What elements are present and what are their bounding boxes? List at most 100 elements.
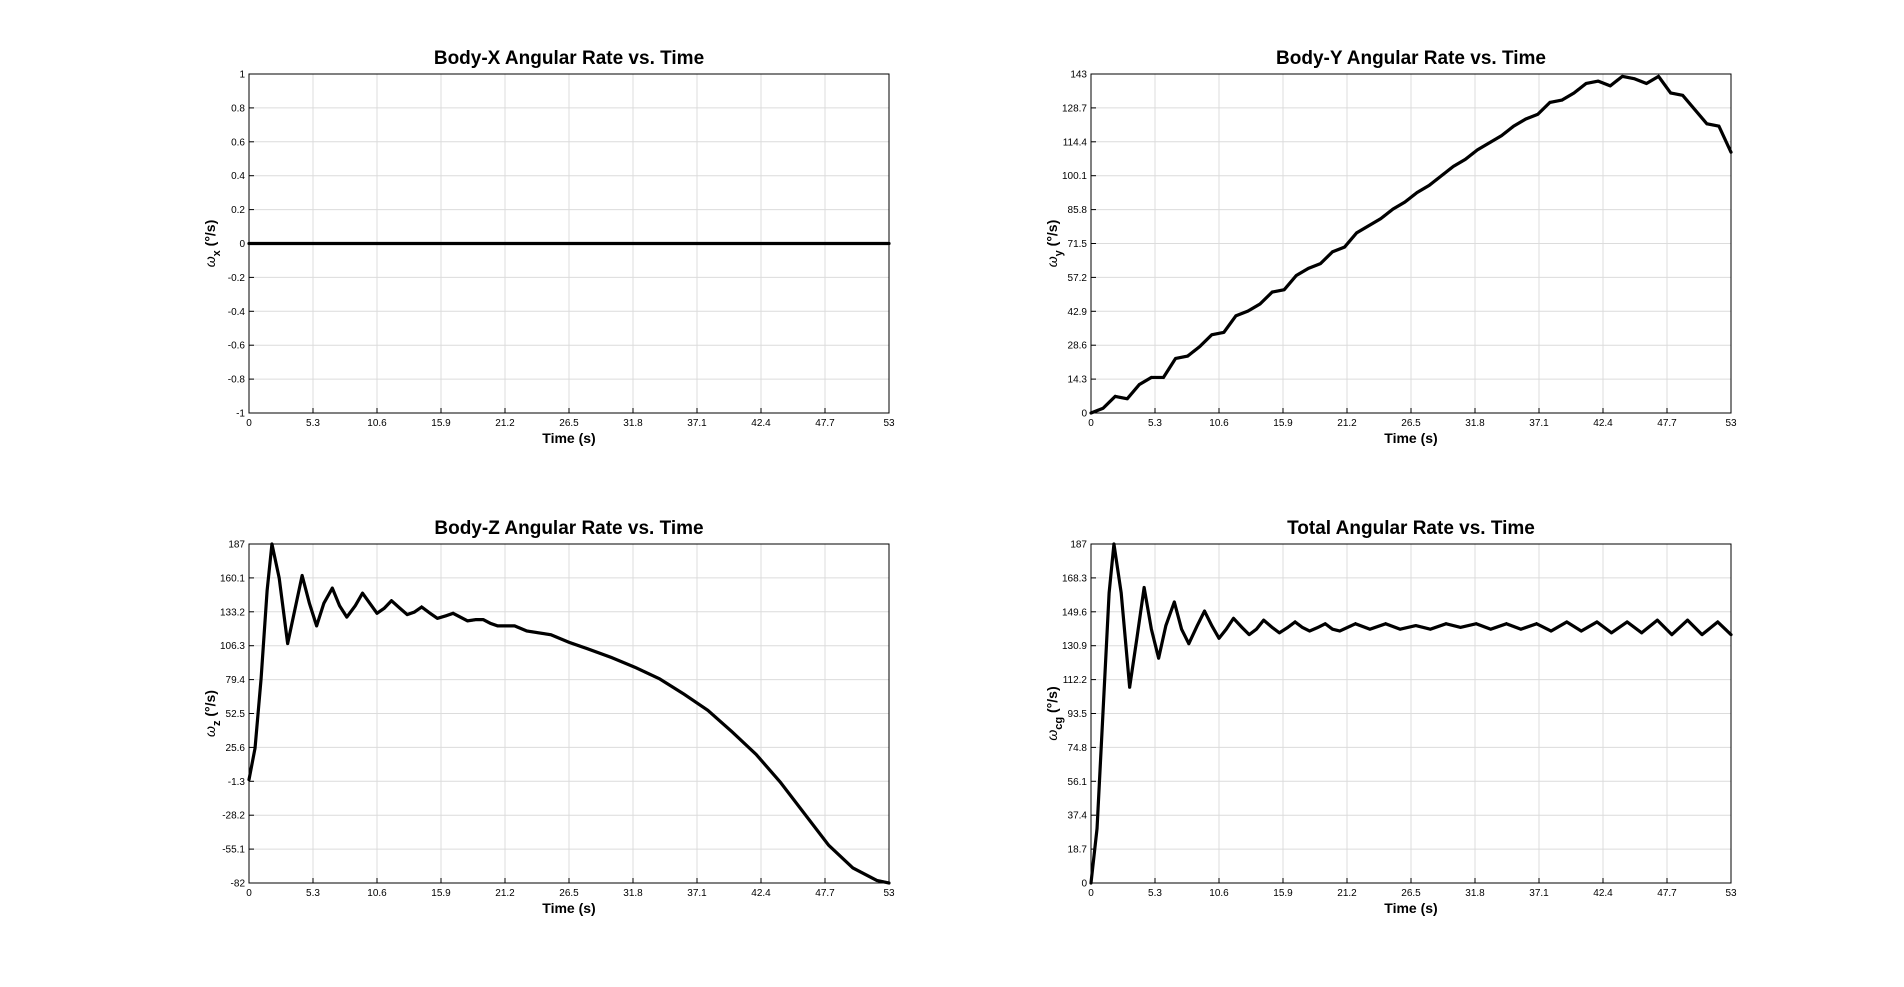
y-tick-label: 0.4 bbox=[231, 171, 245, 182]
y-tick-label: -28.2 bbox=[222, 811, 245, 822]
y-tick-label: 52.5 bbox=[226, 709, 246, 720]
x-tick-label: 31.8 bbox=[1465, 418, 1485, 429]
x-tick-label: 26.5 bbox=[1401, 418, 1421, 429]
x-tick-label: 47.7 bbox=[1657, 418, 1677, 429]
ylabel-subscript: cg bbox=[1053, 717, 1065, 730]
x-tick-label: 53 bbox=[883, 888, 895, 899]
y-tick-label: 42.9 bbox=[1068, 307, 1088, 318]
ylabel-unit: (°/s) bbox=[1044, 686, 1060, 717]
x-tick-label: 53 bbox=[1725, 418, 1737, 429]
x-tick-label: 10.6 bbox=[367, 888, 387, 899]
y-tick-label: 106.3 bbox=[220, 641, 245, 652]
x-tick-label: 26.5 bbox=[559, 888, 579, 899]
y-tick-label: 25.6 bbox=[226, 743, 246, 754]
x-tick-label: 15.9 bbox=[1273, 888, 1293, 899]
chart-title: Total Angular Rate vs. Time bbox=[1287, 518, 1535, 539]
x-tick-label: 42.4 bbox=[1593, 418, 1613, 429]
y-tick-label: 0.6 bbox=[231, 137, 245, 148]
x-tick-label: 31.8 bbox=[623, 418, 643, 429]
x-tick-label: 21.2 bbox=[1337, 888, 1357, 899]
ylabel-unit: (°/s) bbox=[1044, 220, 1060, 251]
x-tick-label: 10.6 bbox=[367, 418, 387, 429]
y-tick-label: 160.1 bbox=[220, 573, 245, 584]
x-tick-label: 15.9 bbox=[431, 418, 451, 429]
y-tick-label: 14.3 bbox=[1068, 375, 1088, 386]
x-tick-label: 0 bbox=[246, 888, 252, 899]
data-line bbox=[1089, 74, 1733, 415]
y-tick-label: 93.5 bbox=[1068, 709, 1088, 720]
y-tick-label: 0.8 bbox=[231, 103, 245, 114]
subplot: 0 5.3 10.6 15.9 21.2 26.5 31.8 37.1 42.4 47.7 53-1… bbox=[202, 48, 895, 446]
x-tick-label: 21.2 bbox=[495, 418, 515, 429]
y-tick-label: 133.2 bbox=[220, 607, 245, 618]
x-tick-label: 53 bbox=[883, 418, 895, 429]
y-axis-label: ωcg (°/s) bbox=[1044, 686, 1065, 740]
subplot: 0 5.3 10.6 15.9 21.2 26.5 31.8 37.1 42.4 47.7 53 -8… bbox=[202, 518, 895, 916]
y-tick-label: -1.3 bbox=[228, 777, 246, 788]
y-tick-label: 112.2 bbox=[1063, 675, 1088, 686]
y-tick-label: 74.8 bbox=[1068, 743, 1088, 754]
y-tick-label: 187 bbox=[228, 540, 245, 551]
ylabel-symbol: ω bbox=[1044, 256, 1060, 267]
x-axis-label: Time (s) bbox=[1384, 900, 1437, 916]
data-line bbox=[1089, 542, 1733, 885]
axes-frame bbox=[1090, 73, 1732, 414]
x-tick-label: 37.1 bbox=[687, 888, 707, 899]
ylabel-unit: (°/s) bbox=[202, 220, 218, 251]
y-tick-label: 57.2 bbox=[1068, 273, 1088, 284]
y-tick-label: 79.4 bbox=[226, 675, 246, 686]
ylabel-subscript: z bbox=[211, 720, 223, 726]
axes-frame bbox=[1090, 543, 1732, 884]
x-tick-label: 15.9 bbox=[431, 888, 451, 899]
x-tick-label: 53 bbox=[1725, 888, 1737, 899]
x-tick-label: 5.3 bbox=[306, 418, 320, 429]
x-tick-label: 42.4 bbox=[1593, 888, 1613, 899]
x-tick-label: 37.1 bbox=[1529, 418, 1549, 429]
y-axis-label: ωy (°/s) bbox=[1044, 220, 1065, 268]
x-tick-label: 5.3 bbox=[1148, 888, 1162, 899]
y-tick-label: -0.2 bbox=[228, 273, 246, 284]
x-tick-label: 26.5 bbox=[559, 418, 579, 429]
y-tick-label: 149.6 bbox=[1062, 607, 1087, 618]
ylabel-subscript: x bbox=[211, 249, 223, 256]
x-tick-label: 47.7 bbox=[1657, 888, 1677, 899]
y-tick-label: 56.1 bbox=[1068, 777, 1088, 788]
axes-frame bbox=[248, 543, 890, 884]
y-tick-label: -82 bbox=[231, 879, 246, 890]
y-tick-label: 1 bbox=[239, 70, 245, 81]
x-tick-label: 0 bbox=[246, 418, 252, 429]
subplot: 0 5.3 10.6 15.9 21.2 26.5 31.8 37.1 42.4 47.7 53 0 1… bbox=[1044, 518, 1737, 916]
y-tick-label: 37.4 bbox=[1068, 811, 1088, 822]
ylabel-unit: (°/s) bbox=[202, 690, 218, 721]
data-line bbox=[247, 542, 891, 885]
y-tick-label: 18.7 bbox=[1068, 845, 1088, 856]
y-tick-label: 0 bbox=[1081, 409, 1087, 420]
y-tick-label: -0.6 bbox=[228, 341, 246, 352]
y-tick-label: 100.1 bbox=[1062, 171, 1087, 182]
y-axis-label: ωz (°/s) bbox=[202, 690, 223, 737]
y-tick-label: -55.1 bbox=[222, 845, 245, 856]
x-axis-label: Time (s) bbox=[542, 430, 595, 446]
y-tick-label: 0 bbox=[1081, 879, 1087, 890]
y-tick-label: 130.9 bbox=[1062, 641, 1087, 652]
x-tick-label: 5.3 bbox=[1148, 418, 1162, 429]
y-tick-label: 85.8 bbox=[1068, 205, 1088, 216]
x-tick-label: 15.9 bbox=[1273, 418, 1293, 429]
ylabel-symbol: ω bbox=[1044, 730, 1060, 741]
x-axis-label: Time (s) bbox=[1384, 430, 1437, 446]
x-tick-label: 42.4 bbox=[751, 418, 771, 429]
x-tick-label: 0 bbox=[1088, 418, 1094, 429]
ylabel-symbol: ω bbox=[202, 726, 218, 737]
y-tick-label: -0.4 bbox=[228, 307, 246, 318]
x-tick-label: 31.8 bbox=[1465, 888, 1485, 899]
chart-title: Body-X Angular Rate vs. Time bbox=[434, 48, 704, 69]
x-tick-label: 37.1 bbox=[687, 418, 707, 429]
x-tick-label: 21.2 bbox=[495, 888, 515, 899]
x-tick-label: 21.2 bbox=[1337, 418, 1357, 429]
x-tick-label: 0 bbox=[1088, 888, 1094, 899]
x-tick-label: 47.7 bbox=[815, 888, 835, 899]
x-tick-label: 10.6 bbox=[1209, 888, 1229, 899]
y-tick-label: 0 bbox=[239, 239, 245, 250]
y-tick-label: 168.3 bbox=[1062, 573, 1087, 584]
